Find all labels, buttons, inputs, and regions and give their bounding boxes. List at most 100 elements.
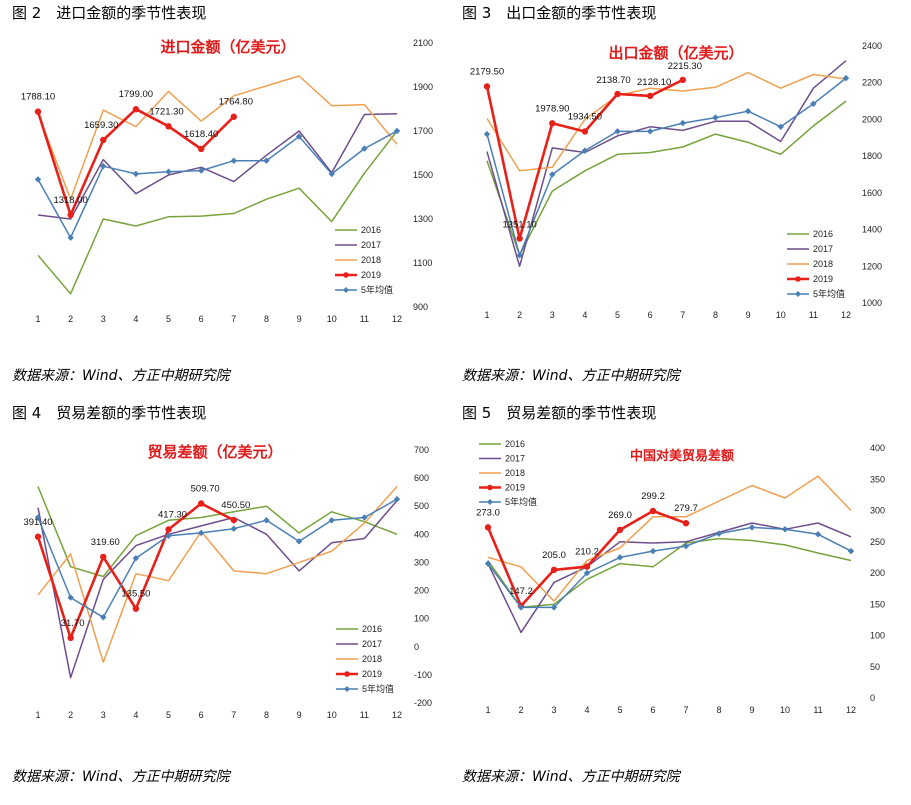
x-tick-label: 2 <box>68 314 73 324</box>
point-avg <box>328 170 335 178</box>
y-tick-label: 1000 <box>862 298 882 308</box>
figure-label-export: 图 3 出口金额的季节性表现 <box>462 4 656 22</box>
point-avg <box>748 524 756 531</box>
point-avg <box>165 168 172 175</box>
series-line-2017 <box>487 522 852 634</box>
x-tick-label: 11 <box>360 314 369 324</box>
point-2019 <box>165 526 172 533</box>
series-line-2016 <box>37 486 398 578</box>
y-tick-label: 0 <box>870 693 875 703</box>
series-line-avg <box>486 77 847 257</box>
y-tick-label: -100 <box>414 670 432 680</box>
legend-label: 2019 <box>362 669 382 679</box>
series-line-2018 <box>37 75 398 200</box>
source-text-us-trade-balance: 数据来源：Wind、方正中期研究院 <box>462 769 681 785</box>
point-avg <box>230 157 238 164</box>
source-text-trade-balance: 数据来源：Wind、方正中期研究院 <box>12 769 231 785</box>
legend-item-2018: 2018 <box>479 468 525 478</box>
legend-item-2016: 2016 <box>336 624 382 634</box>
point-2019 <box>197 145 205 153</box>
point-avg <box>295 133 303 140</box>
point-avg <box>263 157 270 164</box>
x-tick-label: 12 <box>841 310 851 320</box>
x-tick-label: 6 <box>648 310 653 320</box>
y-tick-label: 250 <box>870 537 885 547</box>
series-line-2018 <box>37 486 398 663</box>
x-tick-label: 6 <box>199 314 204 324</box>
x-tick-label: 1 <box>484 310 489 320</box>
x-tick-label: 10 <box>776 310 786 320</box>
y-tick-label: 700 <box>414 445 429 455</box>
legend-item-2017: 2017 <box>336 639 382 649</box>
x-tick-label: 9 <box>297 314 302 324</box>
y-tick-label: 350 <box>870 474 885 484</box>
source-text-export: 数据来源：Wind、方正中期研究院 <box>462 368 681 384</box>
point-2019 <box>197 500 205 507</box>
y-tick-label: 1100 <box>413 258 432 268</box>
data-label-2019: 1764.80 <box>219 97 253 108</box>
y-tick-label: 300 <box>414 557 429 567</box>
y-tick-label: 1900 <box>413 82 433 92</box>
series-line-2018 <box>486 71 847 172</box>
point-2019 <box>616 526 624 534</box>
point-avg <box>165 532 172 539</box>
x-tick-label: 4 <box>582 310 587 320</box>
point-2019 <box>132 106 140 113</box>
chart-title-export: 出口金额（亿美元） <box>608 44 743 62</box>
x-tick-label: 1 <box>485 705 490 715</box>
point-avg <box>483 130 491 138</box>
point-2019 <box>483 83 491 90</box>
point-avg <box>197 529 205 537</box>
x-tick-label: 2 <box>68 710 73 720</box>
data-label-2019: 2179.50 <box>470 66 504 77</box>
legend-item-2016: 2016 <box>479 439 525 449</box>
point-avg <box>814 531 822 538</box>
legend-item-2019: 2019 <box>479 483 525 493</box>
data-label-2019: 210.2 <box>575 547 599 558</box>
legend-label: 2017 <box>362 639 382 649</box>
data-label-2019: 1659.30 <box>84 120 118 131</box>
x-tick-label: 3 <box>551 705 556 715</box>
x-tick-label: 9 <box>746 310 751 320</box>
y-tick-label: 600 <box>414 473 429 483</box>
x-tick-label: 2 <box>518 705 523 715</box>
legend-marker <box>343 287 349 293</box>
chart-title-import: 进口金额（亿美元） <box>160 38 295 56</box>
panel-import: 图 2 进口金额的季节性表现 进口金额（亿美元） 900 1100 1300 1500… <box>12 4 433 384</box>
x-tick-label: 7 <box>680 310 685 320</box>
data-label-2019: 205.0 <box>542 550 566 561</box>
x-tick-label: 4 <box>584 705 589 715</box>
legend-label: 5年均值 <box>505 496 537 507</box>
point-2019 <box>34 108 42 115</box>
point-avg <box>328 517 335 524</box>
point-avg <box>614 128 621 135</box>
point-avg <box>616 554 624 561</box>
data-label-2019: 1978.90 <box>535 103 569 114</box>
legend-label: 2018 <box>361 255 381 265</box>
x-tick-label: 4 <box>133 314 138 324</box>
point-avg <box>34 514 42 521</box>
point-2019 <box>516 235 523 242</box>
data-label-2019: 279.7 <box>674 503 698 514</box>
y-tick-label: 2400 <box>862 41 882 51</box>
point-2019 <box>646 92 654 100</box>
x-tick-label: 10 <box>327 710 337 720</box>
point-avg <box>67 234 74 241</box>
x-tick-label: 5 <box>166 314 171 324</box>
x-tick-label: 8 <box>264 314 269 324</box>
data-label-2019: 299.2 <box>641 491 665 502</box>
legend-marker <box>344 671 350 677</box>
point-2019 <box>132 605 140 612</box>
point-avg <box>810 100 817 108</box>
x-tick-label: 8 <box>713 310 718 320</box>
legend-label: 2019 <box>813 274 833 284</box>
point-avg <box>361 514 368 521</box>
point-avg <box>744 107 752 115</box>
legend-marker <box>487 484 493 491</box>
x-tick-label: 9 <box>749 705 754 715</box>
point-2019 <box>484 524 492 531</box>
